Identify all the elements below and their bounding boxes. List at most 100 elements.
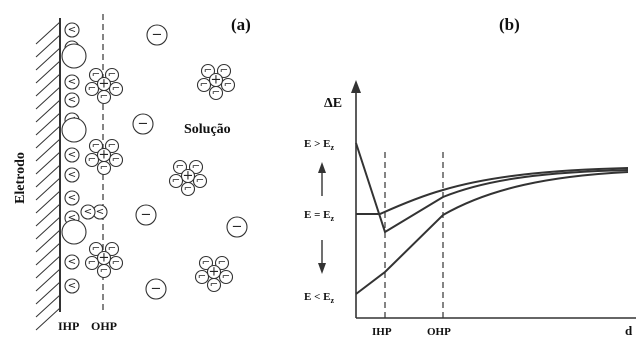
anion: < [80,204,96,220]
hatch-line [35,268,61,292]
electrode-hatching [35,21,61,331]
ihp-label-a: IHP [58,319,79,333]
x-axis-label: d [625,323,633,337]
svg-text:⌐: ⌐ [218,258,226,269]
svg-text:⌐: ⌐ [92,70,100,81]
svg-text:⌐: ⌐ [88,155,96,166]
solvated-anion: − [132,113,154,135]
solvated-anion: − [135,204,157,226]
solvated-cation: ⌐ ⌐⌐⌐⌐ + [194,255,234,293]
svg-text:+: + [211,73,222,88]
electrode-label: Eletrodo [13,152,28,204]
svg-text:⌐: ⌐ [100,92,108,103]
hatch-line [35,112,61,136]
panel-b-label: (b) [499,15,520,34]
solvated-anion: − [226,216,248,238]
svg-text:<: < [96,207,104,218]
svg-text:⌐: ⌐ [88,84,96,95]
svg-text:⌐: ⌐ [196,176,204,187]
hatch-line [35,281,61,305]
level-label-low: E < Ez [304,291,334,305]
hatch-line [35,190,61,214]
svg-text:−: − [232,220,243,235]
specifically-adsorbed-anion: < [64,190,80,206]
svg-text:⌐: ⌐ [92,244,100,255]
svg-text:<: < [84,207,92,218]
specifically-adsorbed-anion: < [64,74,80,90]
solvated-anion: − [146,24,168,46]
hatch-line [35,307,61,331]
svg-text:⌐: ⌐ [176,162,184,173]
hatch-line [35,138,61,162]
svg-text:⌐: ⌐ [184,184,192,195]
svg-text:<: < [68,77,76,88]
svg-text:<: < [68,150,76,161]
svg-text:⌐: ⌐ [210,280,218,291]
solvated-cation: ⌐ ⌐⌐⌐⌐ + [168,159,208,197]
profile-mid [356,167,629,215]
electrode: Eletrodo [13,18,61,331]
svg-text:⌐: ⌐ [108,141,116,152]
hatch-line [35,151,61,175]
svg-text:<: < [68,25,76,36]
svg-text:−: − [151,282,162,297]
svg-text:⌐: ⌐ [212,88,220,99]
up-arrow-head [318,162,326,173]
solvated-cation: ⌐ ⌐⌐⌐⌐ + [84,138,124,176]
ohp-label-a: OHP [91,319,117,333]
svg-text:⌐: ⌐ [100,163,108,174]
specifically-adsorbed-anion: < [64,92,80,108]
panel-a-label: (a) [231,15,251,34]
hatch-line [35,177,61,201]
svg-text:⌐: ⌐ [108,70,116,81]
hatch-line [35,21,61,45]
svg-text:<: < [68,213,76,224]
svg-text:⌐: ⌐ [112,84,120,95]
y-axis-label: ΔE [324,96,342,111]
svg-text:<: < [68,281,76,292]
svg-text:+: + [99,77,110,92]
hatch-line [35,203,61,227]
svg-text:+: + [99,148,110,163]
svg-text:−: − [138,117,149,132]
svg-text:−: − [152,28,163,43]
level-label-high: E > Ez [304,138,334,152]
level-label-mid: E = Ez [304,209,334,223]
hatch-line [35,164,61,188]
svg-text:⌐: ⌐ [92,141,100,152]
panel-a: (a) Eletrodo IHP OHP Solução < < < < < < < < < < <… [13,14,251,333]
solvated-anion: − [145,278,167,300]
svg-text:⌐: ⌐ [112,258,120,269]
hatch-line [35,242,61,266]
hatch-line [35,229,61,253]
specifically-adsorbed-anion: < [64,167,80,183]
specifically-adsorbed-anion: < [64,278,80,294]
solvated-cation: ⌐ ⌐⌐⌐⌐ + [196,63,236,101]
svg-text:⌐: ⌐ [172,176,180,187]
ohp-label-b: OHP [427,326,451,337]
hatch-line [35,255,61,279]
solvated-cation: ⌐ ⌐⌐⌐⌐ + [84,67,124,105]
hatch-line [35,99,61,123]
svg-text:+: + [209,265,220,280]
svg-text:⌐: ⌐ [198,272,206,283]
solvent-molecule [61,117,87,143]
svg-text:⌐: ⌐ [204,66,212,77]
hatch-line [35,294,61,318]
hatch-line [35,47,61,71]
svg-text:⌐: ⌐ [88,258,96,269]
solution-label: Solução [184,122,231,137]
hatch-line [35,125,61,149]
svg-text:⌐: ⌐ [112,155,120,166]
hatch-line [35,216,61,240]
svg-text:<: < [68,95,76,106]
svg-text:+: + [99,251,110,266]
svg-text:<: < [68,257,76,268]
svg-text:⌐: ⌐ [108,244,116,255]
svg-text:−: − [141,208,152,223]
specifically-adsorbed-anion: < [64,254,80,270]
y-axis-arrow [351,80,361,93]
hatch-line [35,60,61,84]
ions-layer: <<<<<<<<<<<⌐⌐⌐⌐⌐+⌐⌐⌐⌐⌐+⌐⌐⌐⌐⌐+⌐⌐⌐⌐⌐+⌐⌐⌐⌐⌐… [61,22,248,300]
solvent-molecule [61,43,87,69]
